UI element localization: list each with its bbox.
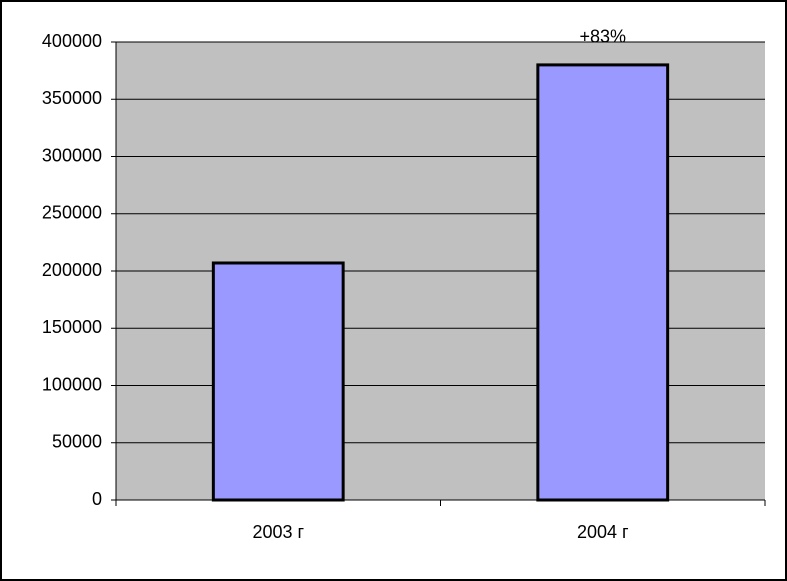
y-tick-label: 400000 — [42, 31, 102, 51]
y-tick-label: 150000 — [42, 317, 102, 337]
y-tick-label: 300000 — [42, 145, 102, 165]
y-tick-label: 350000 — [42, 88, 102, 108]
y-tick-label: 50000 — [52, 432, 102, 452]
x-tick-label: 2004 г — [577, 522, 629, 542]
y-tick-label: 0 — [92, 489, 102, 509]
annotation: +83% — [579, 27, 626, 47]
bar — [211, 261, 345, 502]
bar — [536, 63, 670, 502]
y-tick-label: 200000 — [42, 260, 102, 280]
x-tick-label: 2003 г — [252, 522, 304, 542]
y-tick-label: 100000 — [42, 374, 102, 394]
y-tick-label: 250000 — [42, 203, 102, 223]
